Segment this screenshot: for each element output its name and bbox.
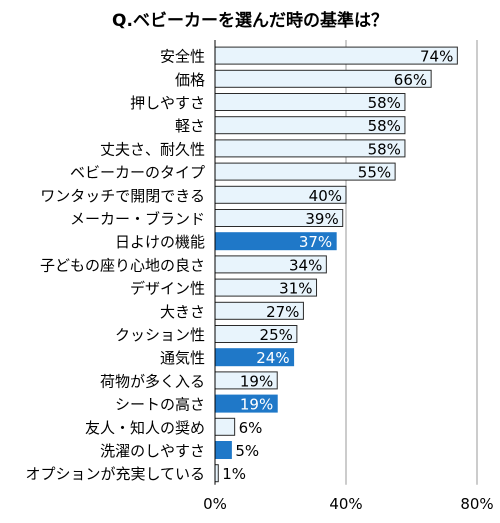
value-label-4: 58% (368, 140, 401, 158)
value-labels: 74% 66% 58% 58% 58% 55% 40% 39% 37% 34% 31% 27% 25% 2… (222, 48, 453, 484)
value-label-12: 25% (260, 326, 293, 344)
value-label-8: 37% (299, 233, 332, 251)
category-label-9: 子どもの座り心地の良さ (40, 256, 205, 274)
x-tick-label-0: 0% (203, 495, 227, 513)
category-label-3: 軽さ (175, 117, 205, 135)
category-label-0: 安全性 (160, 48, 205, 66)
category-label-17: 洗濯のしやすさ (100, 442, 205, 460)
chart-title: Q.ベビーカーを選んだ時の基準は？ (112, 11, 388, 31)
value-label-10: 31% (279, 280, 312, 298)
category-labels: 安全性価格押しやすさ軽さ丈夫さ、耐久性ベビーカーのタイプワンタッチで開閉できるメ… (25, 48, 205, 484)
value-label-9: 34% (289, 256, 322, 274)
x-tick-label-2: 80% (460, 495, 493, 513)
value-label-13: 24% (256, 349, 289, 367)
category-label-14: 荷物が多く入る (100, 372, 205, 390)
category-label-10: デザイン性 (130, 280, 205, 298)
x-axis: 0% 40% 80% (203, 40, 494, 513)
category-label-11: 大きさ (160, 303, 205, 321)
category-label-16: 友人・知人の奨め (85, 419, 205, 437)
value-label-11: 27% (266, 303, 299, 321)
bars (214, 46, 458, 483)
category-label-13: 通気性 (160, 349, 205, 367)
value-label-7: 39% (305, 210, 338, 228)
bar-17 (214, 441, 232, 459)
value-label-5: 55% (358, 164, 391, 182)
category-label-1: 価格 (175, 71, 205, 89)
category-label-6: ワンタッチで開閉できる (40, 187, 205, 205)
category-label-5: ベビーカーのタイプ (70, 164, 205, 182)
value-label-18: 1% (222, 465, 246, 483)
category-label-12: クッション性 (115, 326, 205, 344)
x-tick-label-1: 40% (329, 495, 362, 513)
value-label-17: 5% (235, 442, 259, 460)
category-label-4: 丈夫さ、耐久性 (100, 140, 205, 158)
bar-16 (214, 417, 236, 436)
grid-lines (345, 40, 478, 485)
value-label-15: 19% (240, 396, 273, 414)
value-label-0: 74% (420, 48, 453, 66)
value-label-16: 6% (239, 419, 263, 437)
category-label-7: メーカー・ブランド (70, 210, 205, 228)
category-label-8: 日よけの機能 (115, 233, 205, 251)
category-label-18: オプションが充実している (25, 465, 205, 483)
value-label-2: 58% (368, 94, 401, 112)
value-label-3: 58% (368, 117, 401, 135)
category-label-15: シートの高さ (115, 396, 205, 414)
value-label-6: 40% (309, 187, 342, 205)
value-label-1: 66% (394, 71, 427, 89)
value-label-14: 19% (240, 372, 273, 390)
category-label-2: 押しやすさ (130, 94, 205, 112)
